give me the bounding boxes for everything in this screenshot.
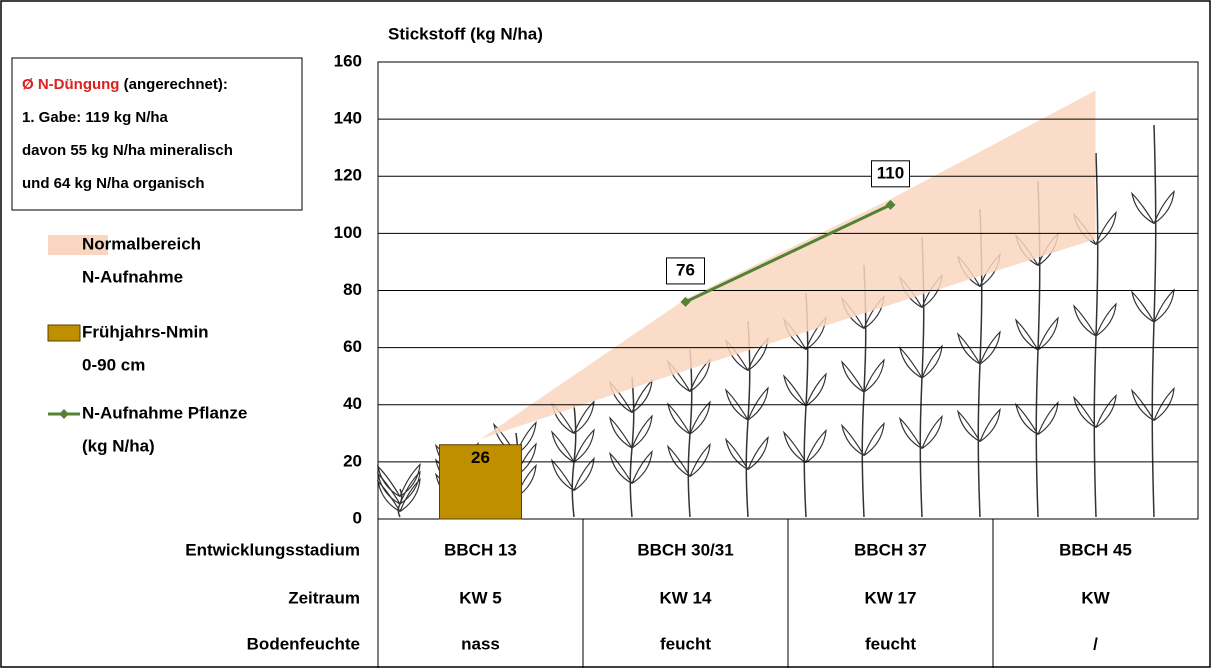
legend-label: Frühjahrs-Nmin <box>82 322 209 341</box>
bar-label: 26 <box>471 448 490 467</box>
row-label: Bodenfeuchte <box>247 634 360 653</box>
legend-label: 0-90 cm <box>82 355 145 374</box>
y-tick-label: 100 <box>334 223 362 242</box>
x-tick-label: BBCH 37 <box>854 540 927 559</box>
x-tick-label: BBCH 13 <box>444 540 517 559</box>
note-line: und 64 kg N/ha organisch <box>22 175 205 192</box>
table-cell: KW <box>1081 588 1110 607</box>
y-tick-label: 60 <box>343 337 362 356</box>
legend-label: N-Aufnahme <box>82 267 183 286</box>
table-cell: nass <box>461 634 500 653</box>
chart-title: Stickstoff (kg N/ha) <box>388 24 543 43</box>
table-cell: feucht <box>660 634 711 653</box>
y-tick-label: 140 <box>334 109 362 128</box>
table-cell: KW 5 <box>459 588 502 607</box>
y-tick-label: 80 <box>343 280 362 299</box>
y-tick-label: 40 <box>343 394 362 413</box>
row-label: Entwicklungsstadium <box>185 540 360 559</box>
row-label: Zeitraum <box>288 588 360 607</box>
note-line: davon 55 kg N/ha mineralisch <box>22 142 233 159</box>
legend-label: Normalbereich <box>82 234 201 253</box>
x-tick-label: BBCH 30/31 <box>637 540 733 559</box>
table-cell: feucht <box>865 634 916 653</box>
y-tick-label: 0 <box>353 508 362 527</box>
legend-label: (kg N/ha) <box>82 436 155 455</box>
note-title: Ø N-Düngung (angerechnet): <box>22 76 228 93</box>
y-tick-label: 20 <box>343 451 362 470</box>
chart: Stickstoff (kg N/ha) Ø N-Düngung (angere… <box>0 0 1211 668</box>
note-title-red: Ø N-Düngung <box>22 76 119 93</box>
y-tick-label: 120 <box>334 166 362 185</box>
legend-label: N-Aufnahme Pflanze <box>82 403 247 422</box>
table-cell: / <box>1093 634 1098 653</box>
note-line: 1. Gabe: 119 kg N/ha <box>22 109 169 126</box>
y-tick-label: 160 <box>334 51 362 70</box>
note-title-rest: (angerechnet): <box>124 76 228 93</box>
table-cell: KW 17 <box>865 588 917 607</box>
table-cell: KW 14 <box>660 588 713 607</box>
x-tick-label: BBCH 45 <box>1059 540 1132 559</box>
line-label: 76 <box>676 260 695 279</box>
line-label: 110 <box>877 163 904 182</box>
legend-swatch <box>48 325 80 341</box>
